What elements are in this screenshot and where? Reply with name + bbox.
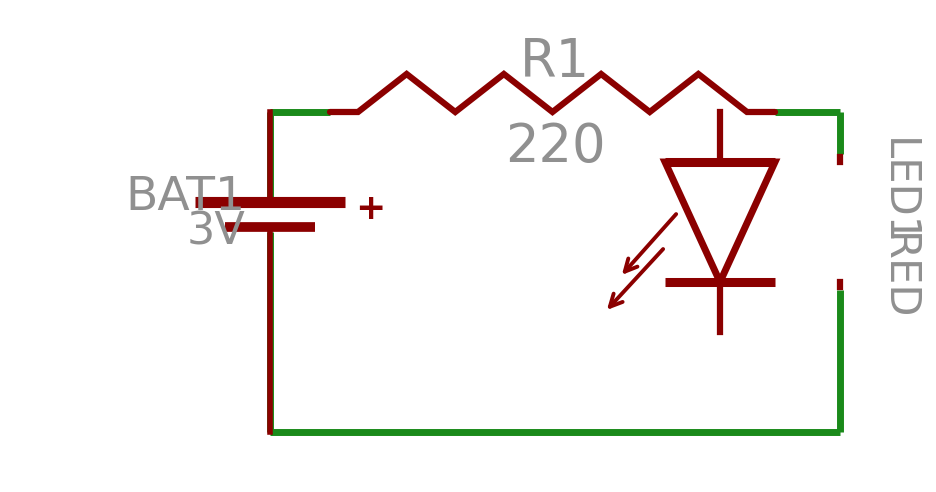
Text: LED1: LED1 bbox=[877, 138, 919, 246]
Text: +: + bbox=[355, 192, 386, 226]
Text: 220: 220 bbox=[505, 121, 606, 173]
Text: 3V: 3V bbox=[186, 211, 245, 253]
Text: RED: RED bbox=[877, 233, 919, 321]
Text: BAT1: BAT1 bbox=[124, 175, 245, 219]
Text: R1: R1 bbox=[519, 36, 590, 88]
